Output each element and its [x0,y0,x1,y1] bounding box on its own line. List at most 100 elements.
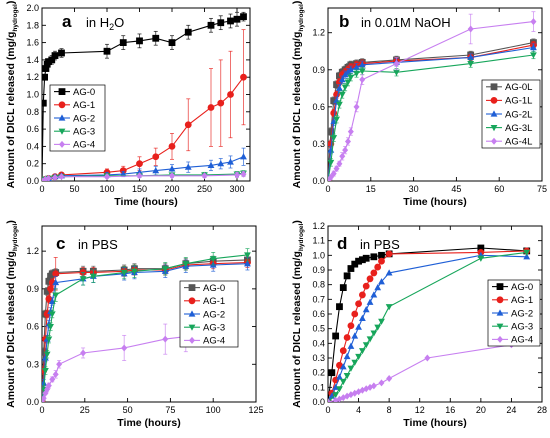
y-tick-label: 0.0 [26,176,39,186]
data-point [363,306,370,312]
y-tick-label: 0.7 [312,294,325,304]
y-axis-label-close: ) [291,1,303,5]
x-tick-label: 0 [325,405,330,415]
y-tick-label: 0.5 [312,324,325,334]
data-point [340,379,347,385]
data-point [367,299,374,305]
data-point [351,332,358,338]
legend-label: AG-1 [203,296,225,307]
y-tick-label: 0.9 [312,65,325,75]
data-point [185,122,191,128]
data-point [121,344,127,351]
legend-label: AG-0 [73,87,95,98]
x-tick-label: 16 [445,405,455,415]
data-point [53,271,59,277]
y-tick-label: 0.3 [26,359,39,369]
panel-condition: in 0.01M NaOH [361,15,451,30]
legend-label: AG-1 [73,100,95,111]
y-tick-label: 0.6 [26,124,39,134]
x-tick-label: 24 [506,405,516,415]
data-point [379,258,385,264]
y-axis-label: Amount of DICL released (mg/ghydrogel) [5,1,19,189]
legend-label: AG-0 [511,282,533,293]
y-axis-label-subscript: hydrogel [298,223,305,251]
legend-label: AG-4 [203,336,225,347]
x-tick-label: 60 [494,184,504,194]
legend-marker [491,84,497,90]
data-point [386,251,392,257]
x-tick-label: 20 [476,405,486,415]
legend-label: AG-0 [203,283,225,294]
data-point [379,379,385,386]
data-point [162,336,168,343]
legend-marker [189,298,195,304]
data-point [348,128,354,135]
data-point [241,74,247,80]
panel-condition: in H2O [86,15,124,32]
data-point [208,22,214,28]
data-point [344,273,350,279]
legend-label: AG-3 [203,323,225,334]
data-point [333,333,339,339]
panel-letter: a [62,12,72,31]
y-axis-label-close: ) [5,1,17,5]
data-point [530,18,536,25]
data-point [477,256,484,262]
y-tick-label: 1.8 [26,20,39,30]
data-point [218,20,224,26]
y-axis-label-close: ) [5,220,17,224]
data-point [345,138,351,145]
series-ag-2 [39,148,247,183]
data-point [379,252,385,258]
data-point [375,264,381,270]
chart-panel-c: 0 25 50 75 100 1250.00.30.60.91.2Time (hours)… [5,220,264,429]
panel-condition: in PBS [360,237,400,252]
data-point [228,18,234,24]
y-tick-label: 0.3 [312,353,325,363]
data-point [240,153,247,159]
y-tick-label: 0.4 [26,141,39,151]
x-tick-label: 0 [39,405,44,415]
series-line [42,157,244,181]
legend-label: AG-1L [505,96,532,107]
y-tick-label: 1.4 [26,55,39,65]
y-tick-label: 1.2 [26,72,39,82]
y-tick-label: 1.2 [26,246,39,256]
data-point [351,360,358,366]
data-point [359,348,366,354]
x-tick-label: 75 [165,405,175,415]
legend-label: AG-2L [505,109,532,120]
data-point [218,100,224,106]
data-point [104,48,110,54]
x-tick-label: 0 [39,184,44,194]
data-point [56,361,62,368]
data-point [336,304,342,310]
y-tick-label: 0.4 [312,338,325,348]
y-tick-label: 0.6 [312,102,325,112]
panel-letter: d [337,234,347,253]
data-point [137,38,143,44]
legend-marker [189,285,195,291]
legend-label: AG-4 [73,140,95,151]
data-point [153,154,159,160]
data-point [169,40,175,46]
data-point [363,255,369,261]
data-point [348,323,354,329]
y-tick-label: 1.2 [312,28,325,38]
x-tick-label: 125 [248,405,263,415]
y-tick-label: 0.3 [312,139,325,149]
data-point [468,26,474,33]
data-point [169,143,175,149]
panel-condition: in PBS [78,237,118,252]
legend-label: AG-4 [511,335,533,346]
x-tick-label: 50 [69,184,79,194]
y-tick-label: 0.9 [26,284,39,294]
y-axis-label-main: Amount of DICL released (mg/g [291,251,303,408]
legend-label: AG-3 [511,322,533,333]
y-tick-label: 0.0 [312,176,325,186]
x-tick-label: 300 [229,184,244,194]
x-tick-label: 25 [80,405,90,415]
legend-marker [497,284,503,290]
legend-label: AG-2 [511,308,533,319]
